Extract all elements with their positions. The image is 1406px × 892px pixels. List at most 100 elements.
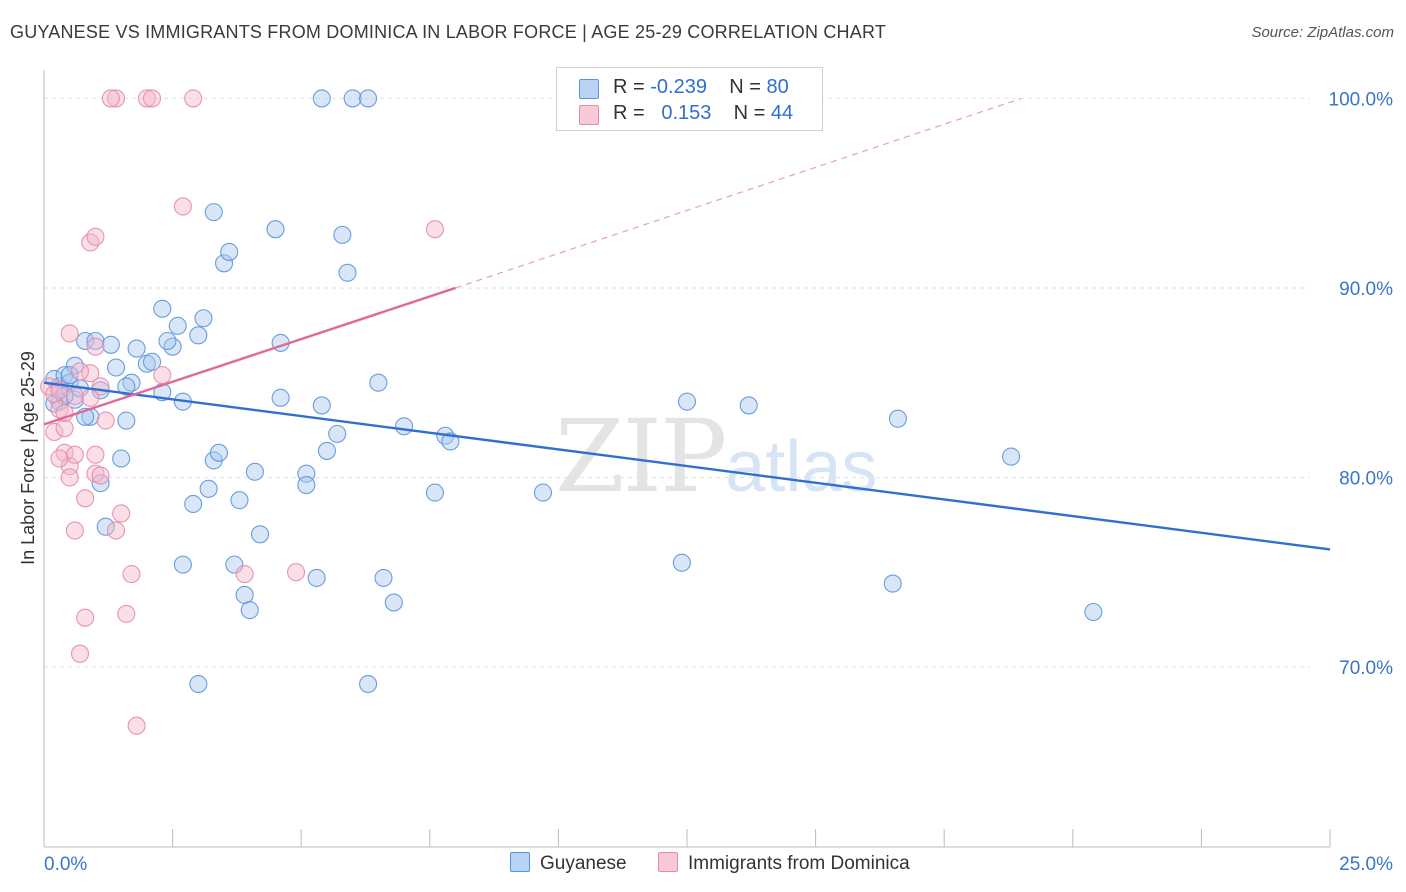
guyanese-point <box>230 491 249 510</box>
y-axis-title: In Labor Force | Age 25-29 <box>18 351 38 565</box>
guyanese-point <box>739 396 758 415</box>
guyanese-point <box>189 326 208 345</box>
guyanese-point <box>168 316 187 335</box>
dominica-point <box>65 445 84 464</box>
guyanese-point <box>235 585 254 604</box>
dominica-point <box>50 449 69 468</box>
dominica-point <box>137 89 156 108</box>
y-tick-label: 90.0% <box>1339 279 1393 300</box>
guyanese-point <box>60 366 79 385</box>
guyanese-point <box>343 89 362 108</box>
guyanese-point <box>672 553 691 572</box>
guyanese-point <box>677 392 697 411</box>
trend-layer <box>43 97 1331 551</box>
guyanese-point <box>369 373 388 392</box>
dominica-point <box>76 608 95 627</box>
dominica-point <box>76 489 95 508</box>
dominica-point <box>81 233 100 252</box>
guyanese-point <box>101 335 120 354</box>
guyanese-point <box>117 411 136 430</box>
guyanese-point <box>209 443 228 462</box>
guyanese-point <box>91 474 110 493</box>
guyanese-point <box>163 337 182 356</box>
dominica-trend-line <box>43 286 456 426</box>
y-tick-label: 100.0% <box>1329 89 1394 110</box>
grid-layer <box>44 97 1310 668</box>
guyanese-point <box>271 388 290 407</box>
guyanese-point <box>214 254 234 273</box>
guyanese-point <box>338 263 357 282</box>
guyanese-point <box>359 674 378 694</box>
dominica-point <box>70 644 90 663</box>
legend-swatch-guyanese <box>579 79 599 99</box>
dominica-point <box>96 411 115 430</box>
guyanese-point <box>117 377 136 396</box>
dominica-point <box>86 337 105 356</box>
dominica-trend-extension <box>455 97 1022 289</box>
guyanese-point <box>112 449 131 468</box>
watermark-atlas: atlas <box>725 427 878 507</box>
bottom-legend-label: Guyanese <box>540 853 627 874</box>
guyanese-point <box>65 356 84 375</box>
guyanese-point <box>86 331 105 351</box>
dominica-point <box>70 362 90 381</box>
guyanese-point <box>250 525 270 544</box>
guyanese-trend-line <box>43 381 1331 551</box>
guyanese-point <box>65 390 84 409</box>
dominica-point <box>173 197 192 216</box>
guyanese-point <box>374 568 393 587</box>
dominica-point <box>425 220 444 239</box>
dominica-point <box>127 716 146 735</box>
guyanese-point <box>395 417 414 436</box>
dominica-point <box>106 521 126 540</box>
y-tick-label: 80.0% <box>1339 468 1393 489</box>
guyanese-point <box>96 517 115 536</box>
dominica-point <box>55 419 74 438</box>
guyanese-point <box>153 299 172 318</box>
label-layer: 100.0% 90.0% 80.0% 70.0% 0.0% 25.0% In Labor F… <box>18 89 1393 875</box>
dominica-point <box>101 89 120 108</box>
guyanese-point <box>184 494 203 514</box>
dominica-point <box>86 227 105 246</box>
guyanese-point <box>312 89 331 108</box>
dominica-point <box>81 388 100 407</box>
guyanese-point <box>359 89 378 108</box>
guyanese-point <box>312 396 331 415</box>
guyanese-point <box>266 220 285 239</box>
guyanese-point <box>106 358 126 377</box>
guyanese-point <box>297 475 316 495</box>
guyanese-point <box>425 483 444 502</box>
guyanese-point <box>240 601 259 620</box>
dominica-point <box>65 521 84 540</box>
dominica-point <box>91 466 110 485</box>
guyanese-point <box>533 483 553 502</box>
axis-layer <box>43 70 1331 848</box>
dominica-point <box>106 89 126 108</box>
guyanese-point <box>1002 447 1021 466</box>
points-layer <box>40 89 1103 735</box>
bottom-legend-guyanese: Guyanese <box>510 852 627 875</box>
bottom-swatch-dominica <box>658 852 678 872</box>
dominica-point <box>117 604 136 623</box>
watermark: ZIPatlas <box>555 398 877 515</box>
guyanese-point <box>127 339 146 358</box>
guyanese-point <box>888 409 907 428</box>
guyanese-point <box>441 432 460 451</box>
watermark-zip: ZIP <box>555 398 727 515</box>
guyanese-point <box>194 309 213 328</box>
guyanese-point <box>307 568 326 587</box>
guyanese-point <box>76 331 95 351</box>
guyanese-point <box>328 424 347 443</box>
guyanese-point <box>384 593 403 612</box>
source-label: Source: ZipAtlas.com <box>1251 24 1394 41</box>
guyanese-point <box>158 331 177 351</box>
dominica-point <box>142 89 162 108</box>
bottom-legend-dominica: Immigrants from Dominica <box>658 852 910 875</box>
guyanese-point <box>245 462 264 481</box>
dominica-point <box>184 89 203 108</box>
dominica-point <box>235 565 254 584</box>
dominica-point <box>45 422 64 442</box>
correlation-legend: R = -0.239 N = 80 R = 0.153 N = 44 <box>556 67 823 131</box>
x-tick-label-max: 25.0% <box>1339 854 1393 875</box>
